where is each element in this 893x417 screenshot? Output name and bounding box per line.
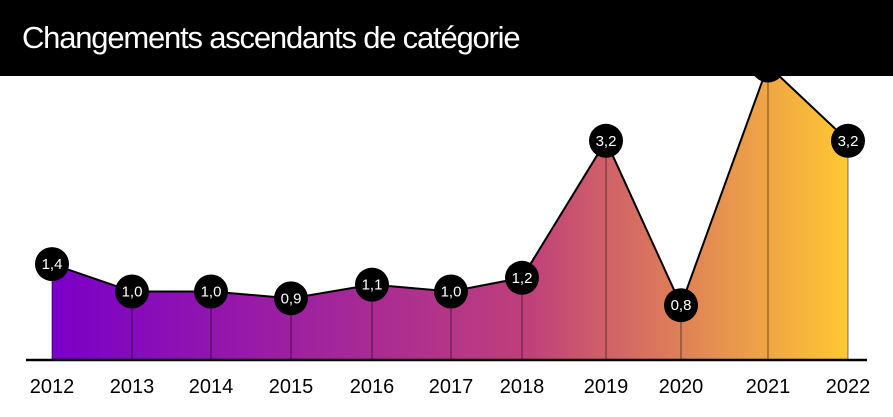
- x-tick-2016: 2016: [350, 376, 395, 398]
- x-tick-2012: 2012: [30, 376, 75, 398]
- x-tick-2019: 2019: [584, 376, 629, 398]
- data-point-2019: [589, 123, 623, 158]
- data-label-2019: 3,2: [596, 133, 617, 150]
- data-label-2018: 1,2: [512, 270, 533, 287]
- data-point-2021: [754, 76, 782, 83]
- x-tick-2013: 2013: [110, 376, 155, 398]
- x-tick-2021: 2021: [746, 376, 791, 398]
- x-tick-2022: 2022: [826, 376, 871, 398]
- data-label-2013: 1,0: [122, 284, 143, 301]
- data-label-2016: 1,1: [362, 277, 383, 294]
- chart-title: Changements ascendants de catégorie: [22, 20, 521, 55]
- area-fill: [52, 76, 848, 360]
- data-point-2016: [355, 267, 389, 302]
- x-tick-2020: 2020: [659, 376, 704, 398]
- data-label-2015: 0,9: [281, 290, 302, 307]
- data-point-2015: [274, 281, 308, 316]
- area-fill-layer: [52, 76, 848, 360]
- x-tick-2014: 2014: [189, 376, 234, 398]
- data-point-2018: [505, 260, 539, 295]
- data-point-2012: [35, 247, 69, 282]
- data-label-2022: 3,2: [838, 133, 859, 150]
- x-tick-2018: 2018: [500, 376, 545, 398]
- data-label-2014: 1,0: [201, 284, 222, 301]
- data-label-2020: 0,8: [671, 297, 692, 314]
- data-point-2017: [434, 274, 468, 309]
- data-point-2014: [194, 274, 228, 309]
- data-point-2022: [831, 123, 865, 158]
- title-bar: Changements ascendants de catégorie: [0, 0, 893, 76]
- x-tick-2015: 2015: [269, 376, 314, 398]
- data-label-2012: 1,4: [42, 256, 63, 273]
- data-markers: 1,41,01,00,91,11,01,23,20,84,33,2: [35, 76, 865, 323]
- data-point-2013: [115, 274, 149, 309]
- data-point-2020: [664, 288, 698, 323]
- area-chart: 1,41,01,00,91,11,01,23,20,84,33,2 201220…: [26, 76, 871, 398]
- data-label-2017: 1,0: [441, 284, 462, 301]
- x-tick-labels: 2012 2013 2014 2015 2016 2017 2018 2019 2020 2021…: [30, 376, 871, 398]
- x-tick-2017: 2017: [429, 376, 474, 398]
